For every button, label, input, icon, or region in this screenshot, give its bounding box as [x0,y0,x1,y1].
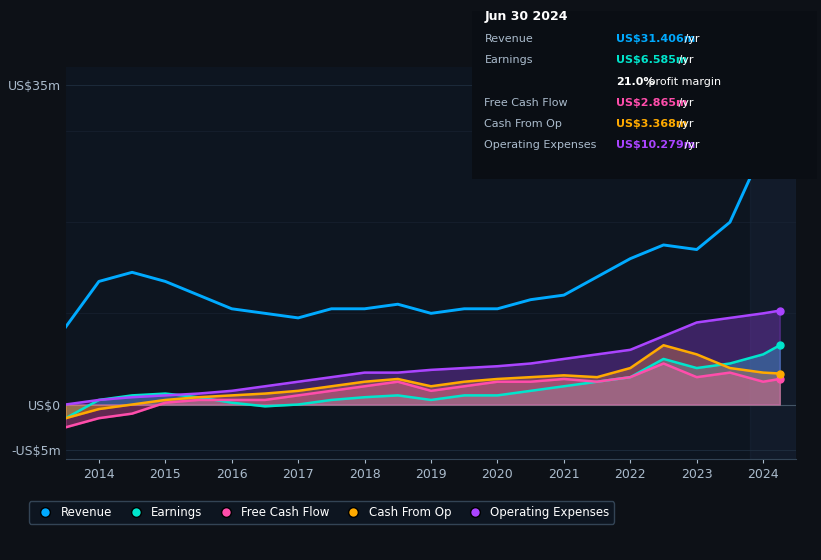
Text: Jun 30 2024: Jun 30 2024 [484,10,568,22]
Text: Earnings: Earnings [484,55,533,66]
Text: Cash From Op: Cash From Op [484,119,562,129]
Text: profit margin: profit margin [645,77,722,87]
Text: Free Cash Flow: Free Cash Flow [484,98,568,108]
Text: US$3.368m: US$3.368m [616,119,687,129]
Text: /yr: /yr [675,119,694,129]
Text: /yr: /yr [681,141,700,151]
Text: /yr: /yr [675,55,694,66]
Text: /yr: /yr [681,34,700,44]
Text: Operating Expenses: Operating Expenses [484,141,597,151]
Text: 21.0%: 21.0% [616,77,654,87]
Legend: Revenue, Earnings, Free Cash Flow, Cash From Op, Operating Expenses: Revenue, Earnings, Free Cash Flow, Cash … [29,501,614,524]
Text: US$10.279m: US$10.279m [616,141,695,151]
Text: /yr: /yr [675,98,694,108]
Text: Revenue: Revenue [484,34,533,44]
Bar [750,67,796,459]
Text: US$6.585m: US$6.585m [616,55,687,66]
Text: US$2.865m: US$2.865m [616,98,687,108]
Text: US$31.406m: US$31.406m [616,34,695,44]
